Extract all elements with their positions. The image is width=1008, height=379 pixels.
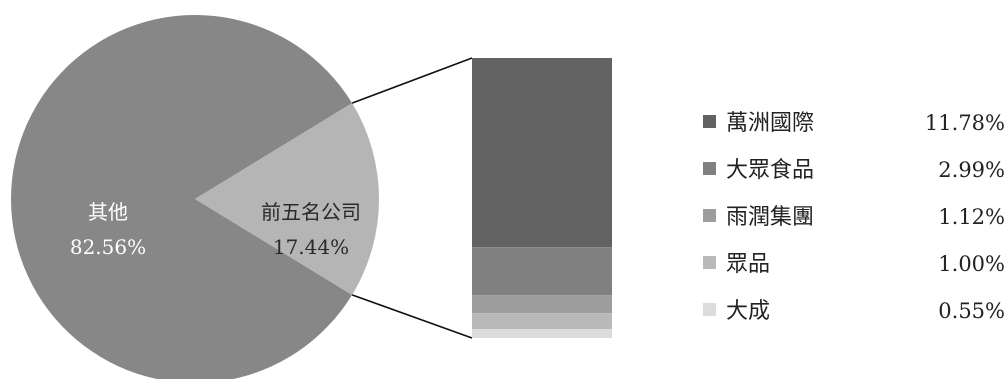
- legend: 萬洲國際 11.78% 大眾食品 2.99% 雨潤集團 1.12% 眾品 1.00% 大成 0.5…: [703, 111, 1005, 324]
- legend-swatch-3: [703, 209, 716, 222]
- legend-label-2: 大眾食品: [726, 158, 814, 183]
- bar-segment-3: [472, 295, 612, 314]
- pie-label-other-name: 其他: [88, 200, 128, 224]
- pie-label-top-five-name: 前五名公司: [261, 200, 361, 224]
- legend-swatch-1: [703, 115, 716, 128]
- bar-segment-2: [472, 247, 612, 296]
- legend-value-3: 1.12%: [938, 205, 1005, 229]
- legend-label-4: 眾品: [726, 252, 770, 277]
- connector-line-bottom: [351, 294, 473, 339]
- bar-segment-1: [472, 58, 612, 248]
- legend-label-5: 大成: [726, 299, 770, 324]
- legend-label-1: 萬洲國際: [726, 111, 814, 136]
- legend-value-5: 0.55%: [938, 299, 1005, 323]
- pie-slice-top-five: [195, 103, 379, 295]
- bar-segment-5: [472, 329, 612, 338]
- pie-slice-other: [11, 15, 353, 379]
- legend-swatch-5: [703, 303, 716, 316]
- legend-swatch-2: [703, 162, 716, 175]
- pie-label-top-five-value: 17.44%: [273, 235, 349, 259]
- pie-group: 其他 82.56% 前五名公司 17.44%: [11, 15, 379, 379]
- bar-segment-4: [472, 313, 612, 330]
- legend-swatch-4: [703, 256, 716, 269]
- legend-value-2: 2.99%: [938, 158, 1005, 182]
- connector-lines: [351, 57, 473, 339]
- legend-value-1: 11.78%: [925, 111, 1005, 135]
- pie-label-other-value: 82.56%: [70, 235, 146, 259]
- legend-label-3: 雨潤集團: [726, 205, 814, 230]
- legend-value-4: 1.00%: [938, 252, 1005, 276]
- connector-line-top: [351, 57, 473, 104]
- breakdown-bar: [472, 58, 612, 338]
